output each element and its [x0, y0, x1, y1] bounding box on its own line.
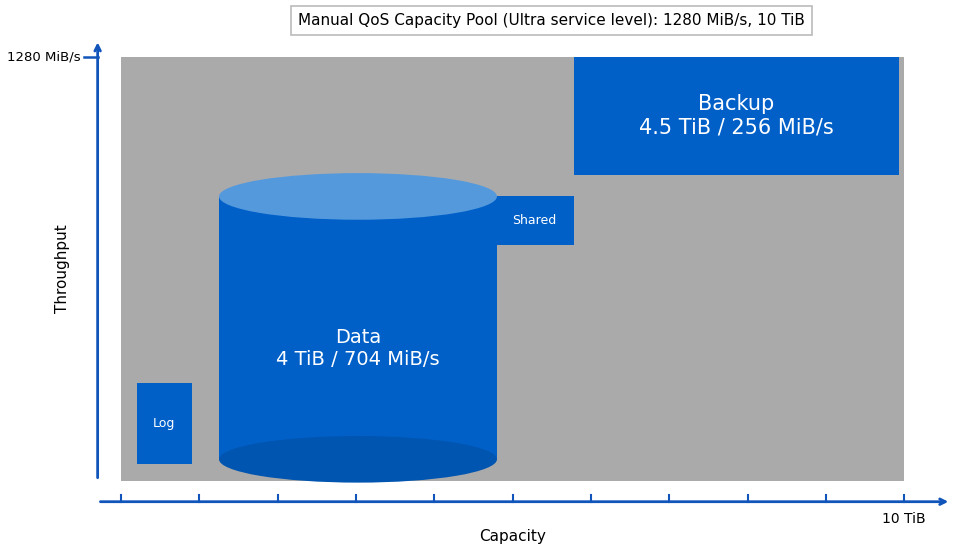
Bar [574, 56, 899, 175]
Ellipse shape [219, 173, 497, 220]
Bar [137, 383, 191, 463]
Bar [496, 196, 574, 245]
Text: Data
4 TiB / 704 MiB/s: Data 4 TiB / 704 MiB/s [276, 328, 440, 369]
Text: Backup
4.5 TiB / 256 MiB/s: Backup 4.5 TiB / 256 MiB/s [639, 94, 834, 137]
Text: 1280 MiB/s: 1280 MiB/s [7, 50, 80, 63]
Text: 10 TiB: 10 TiB [882, 513, 926, 526]
Bar [219, 196, 497, 459]
Text: Manual QoS Capacity Pool (Ultra service level): 1280 MiB/s, 10 TiB: Manual QoS Capacity Pool (Ultra service … [299, 13, 805, 28]
Text: Throughput: Throughput [55, 224, 70, 313]
Text: Log: Log [153, 417, 176, 430]
Ellipse shape [219, 436, 497, 482]
Bar [121, 56, 904, 480]
Text: Capacity: Capacity [479, 529, 546, 544]
Text: Shared: Shared [512, 214, 556, 228]
